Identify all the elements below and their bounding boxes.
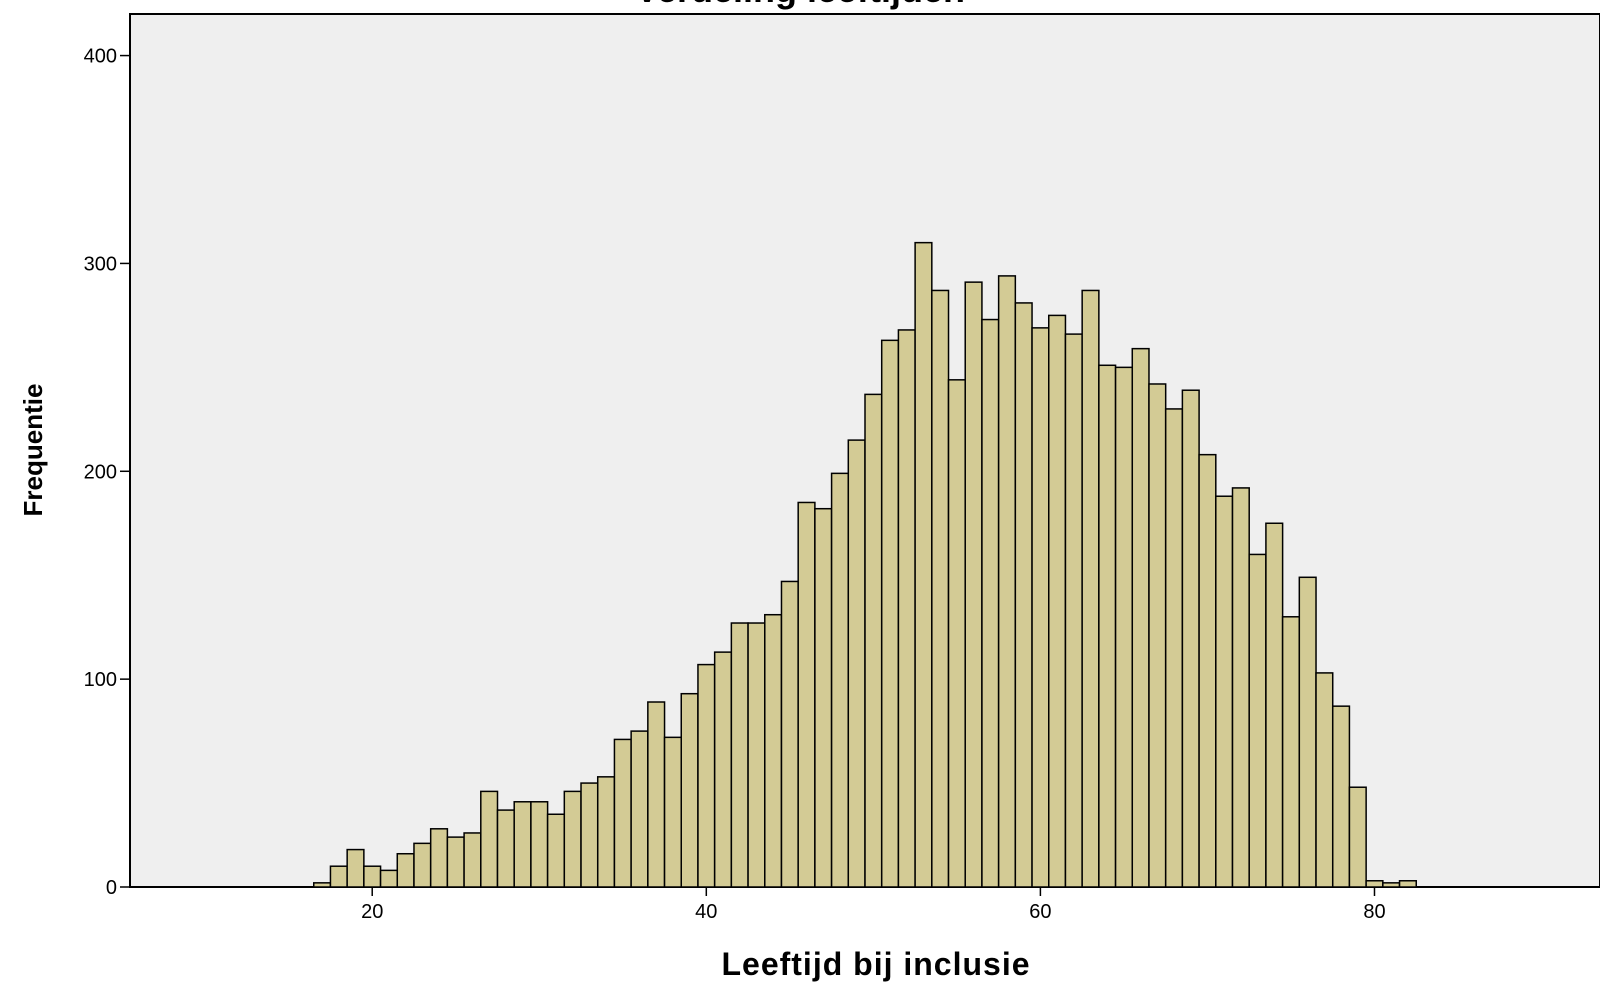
histogram-bar — [713, 651, 733, 888]
histogram-bar — [914, 241, 933, 888]
histogram-bar — [496, 809, 515, 888]
histogram-bar — [947, 379, 966, 888]
histogram-bar — [647, 701, 666, 888]
histogram-bar — [463, 832, 482, 888]
bars-group — [313, 241, 1417, 888]
y-tick-label: 0 — [106, 877, 117, 899]
x-tick-label: 40 — [695, 901, 717, 923]
histogram-bar — [680, 692, 699, 888]
histogram-bar — [1114, 366, 1134, 888]
chart-title: Verdeling leeftijden — [635, 0, 965, 10]
histogram-bar — [1131, 347, 1150, 888]
histogram-bar — [747, 622, 766, 888]
histogram-bar — [1014, 302, 1033, 888]
histogram-bar — [780, 580, 799, 888]
histogram-bar — [363, 865, 382, 888]
histogram-bar — [1348, 786, 1367, 888]
histogram-bar — [1064, 333, 1083, 888]
histogram-bar — [1031, 327, 1050, 888]
histogram-bar — [1281, 616, 1301, 888]
histogram-bar — [1181, 389, 1200, 888]
histogram-bar — [546, 813, 566, 888]
histogram-bar — [1164, 408, 1184, 888]
histogram-bar — [830, 472, 850, 888]
histogram-bar — [764, 613, 783, 888]
histogram-bar — [580, 782, 599, 888]
histogram-bar — [1231, 487, 1250, 888]
histogram-bar — [1081, 289, 1100, 888]
histogram-bar — [981, 318, 1000, 888]
y-tick-label: 400 — [84, 46, 117, 68]
histogram-bar — [446, 836, 465, 888]
histogram-bar — [513, 801, 532, 888]
histogram-bar — [1248, 553, 1267, 888]
x-axis-title: Leeftijd bij inclusie — [721, 946, 1030, 982]
y-tick-label: 100 — [84, 669, 117, 691]
histogram-bar — [329, 865, 348, 888]
histogram-bar — [480, 790, 499, 888]
histogram-bar — [1331, 705, 1351, 888]
histogram-bar — [613, 738, 632, 888]
histogram-bar — [630, 730, 649, 888]
histogram-bar — [313, 882, 332, 888]
histogram-bar — [964, 281, 983, 888]
histogram-bar — [413, 842, 432, 888]
histogram-bar — [1198, 453, 1217, 888]
histogram-bar — [663, 736, 683, 888]
y-axis-title: Frequentie — [18, 384, 48, 517]
histogram-bar — [429, 828, 449, 888]
x-tick-label: 20 — [361, 901, 383, 923]
histogram-bar — [596, 776, 616, 888]
histogram-bar — [1298, 576, 1317, 888]
histogram-bar — [563, 790, 582, 888]
histogram-bar — [897, 329, 916, 888]
histogram-bar — [697, 663, 716, 888]
histogram-bar — [1148, 383, 1167, 888]
histogram-bar — [1098, 364, 1117, 888]
histogram-bar — [1398, 880, 1417, 888]
histogram-bar — [814, 507, 833, 888]
histogram-bar — [396, 852, 415, 888]
histogram-bar — [864, 393, 883, 888]
x-tick-label: 60 — [1029, 901, 1051, 923]
histogram-bar — [1382, 882, 1401, 888]
x-tick-label: 80 — [1363, 901, 1385, 923]
histogram-bar — [797, 501, 816, 888]
histogram-bar — [1365, 880, 1384, 888]
axes-group: 0 100 200 300 400 20 40 60 80 — [84, 46, 1386, 923]
y-tick-label: 200 — [84, 461, 117, 483]
histogram-bar — [530, 801, 549, 888]
histogram-bar — [880, 339, 900, 888]
histogram-bar — [730, 622, 749, 888]
y-tick-label: 300 — [84, 253, 117, 275]
histogram-bar — [1315, 672, 1334, 888]
histogram-bar — [997, 275, 1017, 888]
histogram-bar — [379, 869, 399, 888]
histogram-bar — [1215, 495, 1234, 888]
histogram-bar — [346, 848, 365, 888]
histogram-bar — [931, 289, 950, 888]
histogram-bar — [1048, 314, 1067, 888]
histogram-bar — [1265, 522, 1284, 888]
histogram-bar — [847, 439, 866, 888]
